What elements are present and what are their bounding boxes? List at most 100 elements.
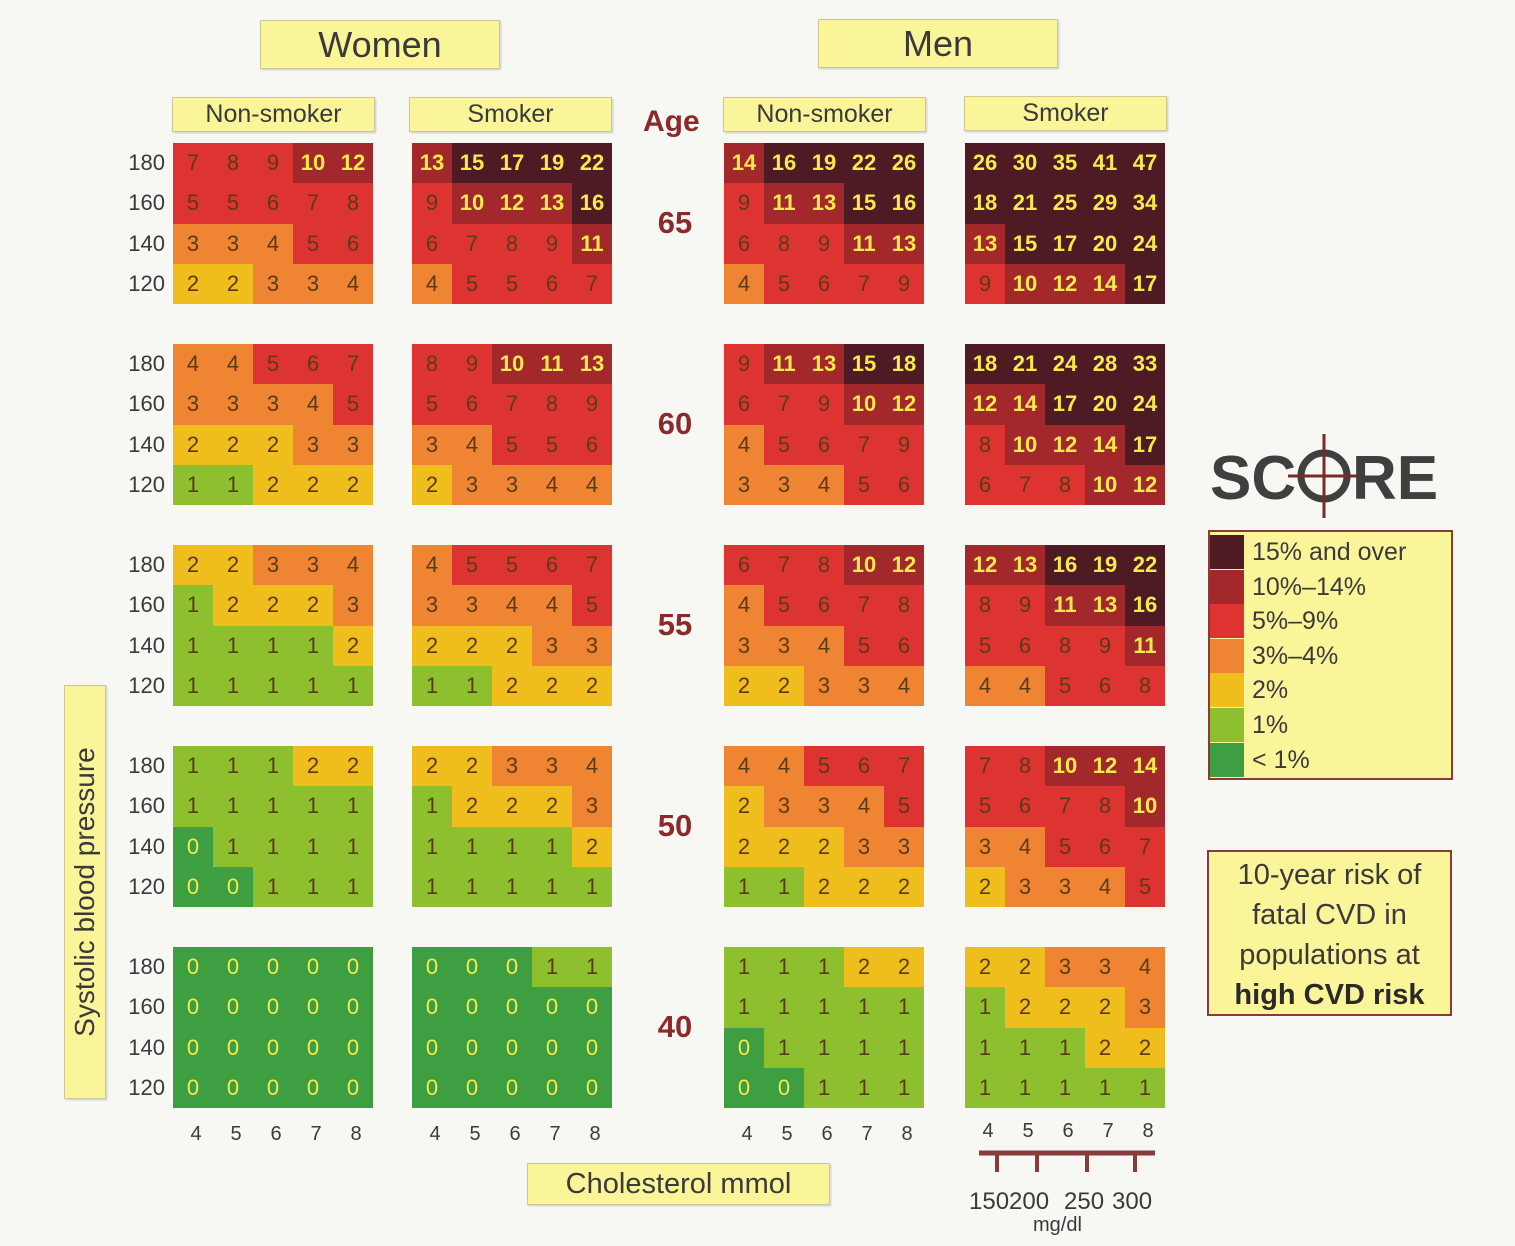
men-non-smoker-header: Non-smoker — [723, 97, 926, 132]
risk-cell: 1 — [253, 625, 293, 666]
risk-cell: 2 — [213, 585, 253, 626]
risk-cell: 30 — [1005, 143, 1045, 184]
risk-cell: 9 — [884, 424, 924, 465]
risk-cell: 3 — [173, 223, 213, 264]
risk-cell: 0 — [452, 1067, 492, 1108]
risk-cell: 5 — [253, 344, 293, 385]
risk-cell: 6 — [532, 545, 572, 586]
risk-cell: 0 — [253, 987, 293, 1028]
risk-cell: 5 — [764, 263, 804, 304]
cholesterol-labels: 4 5 6 7 8 — [968, 1120, 1168, 1143]
risk-cell: 1 — [213, 786, 253, 827]
risk-cell: 7 — [844, 585, 884, 626]
risk-cell: 26 — [965, 143, 1005, 184]
risk-cell: 7 — [764, 545, 804, 586]
risk-description: 10-year risk of fatal CVD in populations… — [1207, 850, 1452, 1016]
risk-cell: 4 — [412, 263, 452, 304]
risk-cell: 3 — [1005, 866, 1045, 907]
risk-cell: 2 — [724, 826, 764, 867]
risk-cell: 9 — [804, 223, 844, 264]
risk-cell: 5 — [572, 585, 612, 626]
legend-item: 5%–9% — [1210, 604, 1450, 639]
risk-cell: 6 — [724, 384, 764, 425]
risk-cell: 17 — [1125, 263, 1165, 304]
risk-cell: 9 — [412, 183, 452, 224]
y-axis-label-box: Systolic blood pressure — [64, 685, 106, 1099]
risk-cell: 9 — [724, 183, 764, 224]
score-logo: SC RE — [1210, 434, 1438, 518]
risk-cell: 15 — [452, 143, 492, 184]
legend-swatch — [1210, 569, 1244, 604]
sbp-tick-label: 160 — [128, 592, 165, 618]
risk-cell: 3 — [724, 464, 764, 505]
y-axis-label: Systolic blood pressure — [69, 747, 100, 1037]
risk-cell: 8 — [1085, 786, 1125, 827]
risk-cell: 5 — [333, 384, 373, 425]
risk-cell: 1 — [764, 947, 804, 988]
cholesterol-tick-label: 4 — [190, 1123, 202, 1145]
risk-cell: 11 — [1125, 625, 1165, 666]
risk-cell: 0 — [293, 1027, 333, 1068]
risk-cell: 1 — [173, 746, 213, 787]
risk-cell: 4 — [724, 424, 764, 465]
risk-cell: 1 — [804, 987, 844, 1028]
risk-cell: 0 — [572, 1067, 612, 1108]
risk-cell: 5 — [492, 545, 532, 586]
risk-cell: 4 — [764, 746, 804, 787]
risk-cell: 3 — [764, 464, 804, 505]
risk-cell: 10 — [293, 143, 333, 184]
risk-cell: 8 — [532, 384, 572, 425]
risk-cell: 4 — [333, 545, 373, 586]
risk-cell: 6 — [804, 263, 844, 304]
risk-cell: 13 — [1005, 545, 1045, 586]
risk-grid-men-smoker-age-60: 18 21 24 28 33 12 14 17 20 24 8 10 12 14 17 6 7 8 10 12 — [965, 344, 1165, 505]
risk-cell: 2 — [1045, 987, 1085, 1028]
risk-cell: 20 — [1085, 384, 1125, 425]
risk-line-3: populations at — [1239, 939, 1420, 971]
risk-cell: 5 — [965, 786, 1005, 827]
risk-cell: 11 — [844, 223, 884, 264]
risk-cell: 19 — [804, 143, 844, 184]
risk-cell: 1 — [213, 665, 253, 706]
risk-cell: 5 — [764, 424, 804, 465]
legend-item: 1% — [1210, 708, 1450, 742]
risk-cell: 2 — [452, 786, 492, 827]
risk-cell: 3 — [844, 826, 884, 867]
risk-cell: 5 — [492, 424, 532, 465]
risk-cell: 0 — [173, 866, 213, 907]
risk-cell: 0 — [572, 987, 612, 1028]
risk-cell: 5 — [173, 183, 213, 224]
risk-cell: 4 — [213, 344, 253, 385]
risk-cell: 8 — [1125, 665, 1165, 706]
age-label-60: 60 — [657, 406, 693, 441]
risk-cell: 2 — [724, 665, 764, 706]
risk-cell: 2 — [1125, 1027, 1165, 1068]
legend-label: < 1% — [1252, 745, 1310, 774]
risk-cell: 6 — [1085, 665, 1125, 706]
risk-cell: 1 — [293, 786, 333, 827]
cholesterol-labels: 4 5 6 7 8 — [727, 1123, 927, 1146]
risk-cell: 18 — [884, 344, 924, 385]
age-label-40: 40 — [657, 1009, 693, 1044]
risk-cell: 8 — [492, 223, 532, 264]
risk-cell: 12 — [965, 545, 1005, 586]
risk-cell: 4 — [724, 746, 764, 787]
risk-cell: 11 — [1045, 585, 1085, 626]
risk-cell: 0 — [333, 1027, 373, 1068]
risk-cell: 12 — [884, 384, 924, 425]
risk-cell: 3 — [412, 424, 452, 465]
risk-cell: 7 — [333, 344, 373, 385]
risk-cell: 4 — [1005, 665, 1045, 706]
risk-cell: 1 — [844, 1067, 884, 1108]
risk-cell: 6 — [1005, 625, 1045, 666]
risk-cell: 15 — [1005, 223, 1045, 264]
risk-cell: 1 — [764, 1027, 804, 1068]
cholesterol-tick-label: 6 — [1062, 1120, 1074, 1142]
risk-cell: 0 — [293, 987, 333, 1028]
risk-cell: 1 — [884, 987, 924, 1028]
sbp-tick-label: 180 — [128, 954, 165, 979]
risk-cell: 3 — [253, 384, 293, 425]
risk-cell: 5 — [1125, 866, 1165, 907]
